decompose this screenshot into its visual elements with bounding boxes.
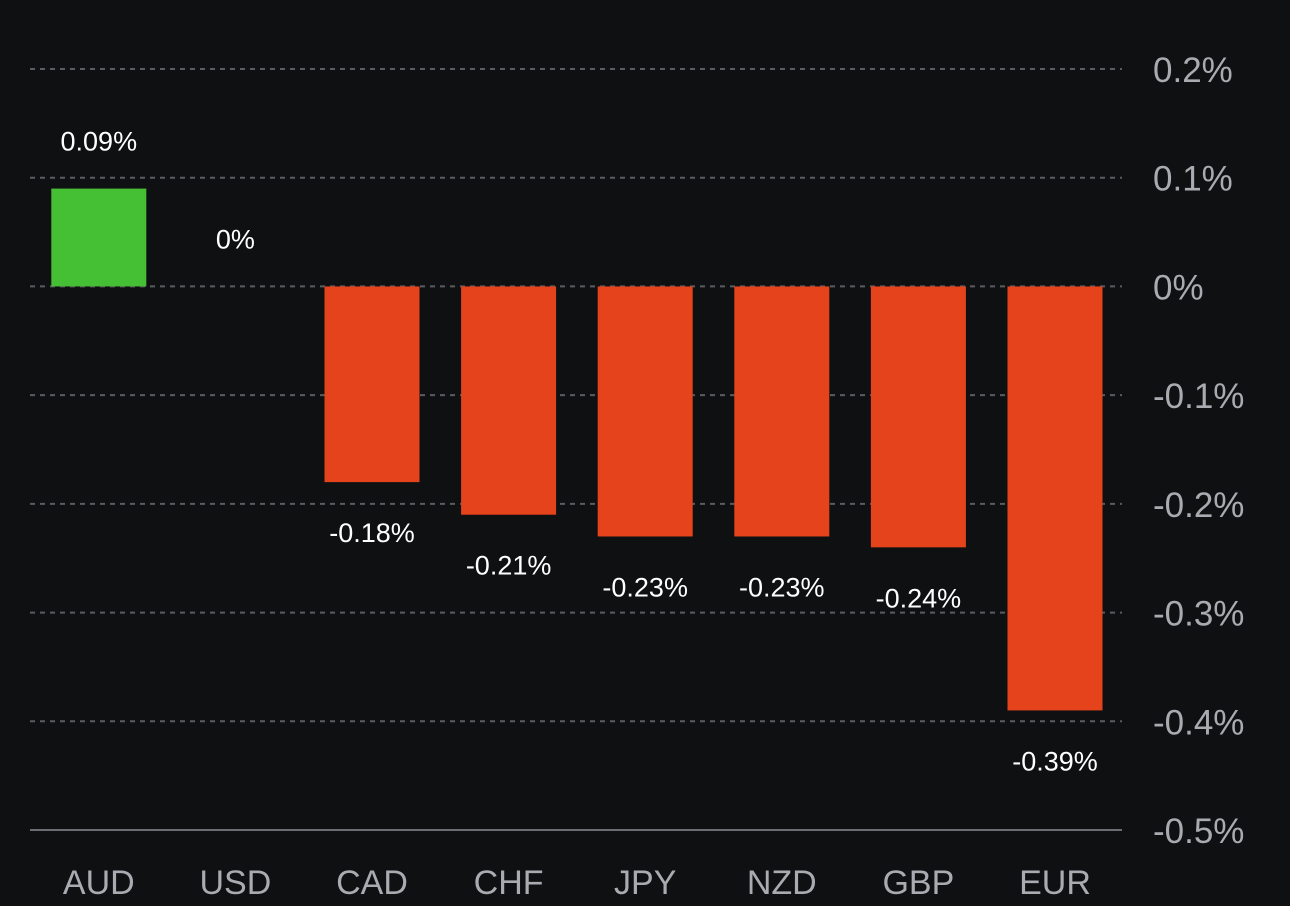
x-axis-ticks: AUD USD CAD CHF JPY NZD GBP EUR: [63, 864, 1091, 902]
y-tick-label: -0.5%: [1153, 812, 1244, 851]
value-label: 0%: [216, 224, 255, 254]
value-labels: 0.09% 0% -0.18% -0.21% -0.23% -0.23% -0.24% -0.…: [61, 127, 1098, 777]
y-tick-label: 0.2%: [1153, 51, 1233, 90]
y-tick-label: -0.3%: [1153, 595, 1244, 634]
bar-aud: [51, 188, 147, 287]
x-tick-label: JPY: [614, 864, 676, 901]
bar-cad: [324, 286, 420, 483]
bar-jpy: [597, 286, 693, 537]
y-tick-label: 0%: [1153, 268, 1204, 307]
value-label: 0.09%: [61, 127, 138, 157]
y-tick-label: -0.4%: [1153, 703, 1244, 742]
y-tick-label: -0.2%: [1153, 486, 1244, 525]
y-axis-ticks: 0.2% 0.1% 0% -0.1% -0.2% -0.3% -0.4% -0.5%: [1153, 51, 1244, 851]
x-tick-label: AUD: [63, 864, 135, 901]
x-tick-label: GBP: [882, 864, 954, 901]
x-tick-label: EUR: [1019, 864, 1091, 901]
x-tick-label: USD: [200, 864, 272, 901]
y-tick-label: -0.1%: [1153, 377, 1244, 416]
value-label: -0.18%: [329, 518, 415, 548]
value-label: -0.21%: [466, 551, 552, 581]
bar-chf: [461, 286, 557, 515]
x-tick-label: CAD: [336, 864, 408, 901]
x-tick-label: CHF: [474, 864, 544, 901]
value-label: -0.23%: [739, 572, 825, 602]
bar-gbp: [870, 286, 966, 548]
bar-eur: [1007, 286, 1103, 711]
value-label: -0.23%: [602, 572, 688, 602]
y-tick-label: 0.1%: [1153, 160, 1233, 199]
x-tick-label: NZD: [747, 864, 817, 901]
bars: [51, 188, 1103, 711]
value-label: -0.24%: [876, 583, 962, 613]
bar-nzd: [734, 286, 830, 537]
value-label: -0.39%: [1012, 746, 1098, 776]
